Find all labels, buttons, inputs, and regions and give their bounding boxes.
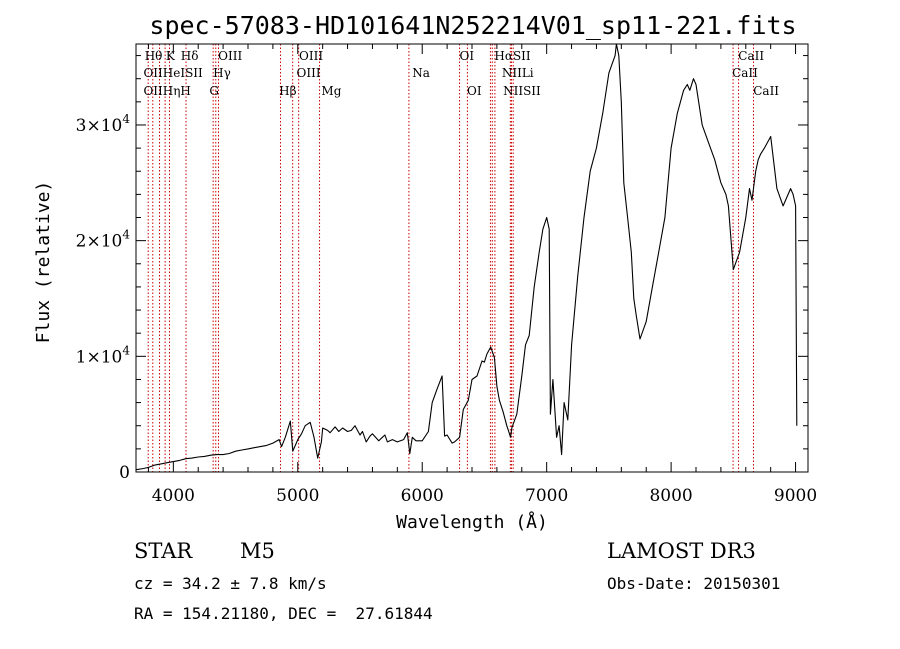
emission-line-labels: Hθ K Hδ OIII OIII OI HαSII CaII OIIHeISII Hγ OIII N…: [143, 49, 779, 98]
chart-title: spec-57083-HD101641N252214V01_sp11-221.f…: [149, 11, 796, 40]
x-tick-label: 9000: [774, 486, 817, 506]
line-label: OIII: [299, 49, 323, 63]
line-label: Hγ: [213, 66, 231, 80]
redshift-text: cz = 34.2 ± 7.8 km/s: [134, 574, 327, 593]
line-label: OI: [460, 49, 475, 63]
y-tick-label: 3×104: [76, 112, 131, 136]
line-label: OI: [467, 84, 482, 98]
y-tick-label: 2×104: [76, 228, 131, 252]
line-label: Mg: [321, 84, 341, 98]
y-axis-title: Flux (relative): [33, 181, 54, 344]
y-tick-label: 0: [119, 463, 130, 483]
x-tick-label: 5000: [276, 486, 319, 506]
x-tick-label: 4000: [152, 486, 195, 506]
line-label: K: [166, 49, 176, 63]
plot-frame: [135, 43, 809, 473]
survey-name: LAMOST DR3: [607, 539, 756, 563]
x-axis-title: Wavelength (Å): [396, 511, 548, 533]
line-label: NIILi: [502, 66, 534, 80]
line-label: NIISII: [503, 84, 541, 98]
object-subclass: M5: [240, 539, 275, 563]
line-label: Hθ: [145, 49, 163, 63]
object-class: STAR: [134, 539, 193, 563]
obs-date: Obs-Date: 20150301: [607, 574, 781, 593]
line-label: CaII: [738, 49, 764, 63]
emission-line-markers: [147, 44, 754, 472]
spectrum-line-flux: [135, 43, 798, 471]
line-label: G: [209, 84, 219, 98]
line-label: CaII: [732, 66, 758, 80]
line-label: OIII: [297, 66, 321, 80]
x-tick-label: 6000: [401, 486, 444, 506]
line-label: Hβ: [279, 84, 296, 98]
line-label: OIIHηH: [143, 84, 190, 98]
y-tick-label: 1×104: [76, 343, 131, 367]
line-label: Na: [412, 66, 430, 80]
x-tick-label: 8000: [649, 486, 692, 506]
line-label: OIIHeISII: [143, 66, 203, 80]
line-label: CaII: [753, 84, 779, 98]
coordinates-text: RA = 154.21180, DEC = 27.61844: [134, 604, 433, 623]
line-label: OIII: [218, 49, 242, 63]
line-label: Hδ: [181, 49, 199, 63]
axis-ticks: 4000 5000 6000 7000 8000 9000 0 1×104 2×104 3×104: [76, 44, 817, 506]
line-label: HαSII: [494, 49, 531, 63]
x-tick-label: 7000: [525, 486, 568, 506]
spectrum-plot: [135, 43, 798, 471]
